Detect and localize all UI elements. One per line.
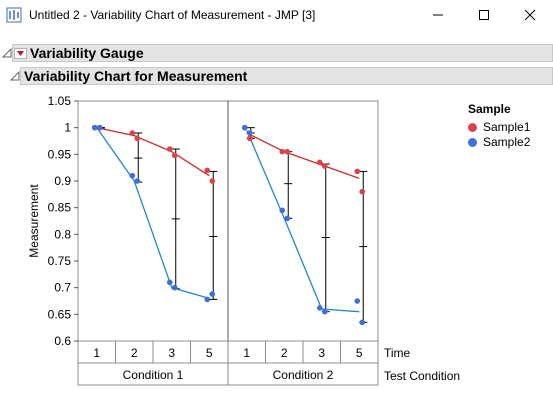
data-point-sample2 xyxy=(204,296,211,303)
y-tick-label: 0.8 xyxy=(54,227,71,241)
outline-title[interactable]: Variability Gauge xyxy=(30,45,144,61)
data-point-sample1 xyxy=(129,130,136,136)
legend-marker xyxy=(468,138,477,148)
data-point-sample2 xyxy=(246,130,253,136)
series-line-sample2 xyxy=(246,130,360,313)
data-point-sample2 xyxy=(166,279,173,286)
maximize-icon xyxy=(479,10,489,20)
close-button[interactable] xyxy=(507,0,553,30)
outline-header: Variability Chart for Measurement xyxy=(20,67,553,85)
data-point-sample1 xyxy=(354,168,361,175)
data-point-sample2 xyxy=(91,124,98,131)
disclosure-triangle-icon[interactable] xyxy=(2,48,12,58)
data-point-sample2 xyxy=(96,124,103,131)
series-line-sample1 xyxy=(96,127,210,177)
data-point-sample2 xyxy=(209,291,216,297)
y-tick-label: 0.95 xyxy=(48,147,72,161)
x-tick-label: 3 xyxy=(318,346,325,360)
x-tick-label: 3 xyxy=(168,346,175,360)
data-point-sample1 xyxy=(321,163,328,169)
data-point-sample2 xyxy=(316,305,323,311)
data-point-sample2 xyxy=(354,298,361,304)
disclosure-triangle-icon[interactable] xyxy=(10,71,20,81)
legend-label: Sample2 xyxy=(483,135,531,149)
x-tick-label: 2 xyxy=(281,346,288,360)
data-point-sample2 xyxy=(129,172,136,179)
y-tick-label: 0.75 xyxy=(48,254,72,268)
y-tick-label: 1.05 xyxy=(48,94,72,108)
data-point-sample2 xyxy=(134,178,141,184)
series-line-sample1 xyxy=(246,132,360,179)
minimize-button[interactable] xyxy=(415,0,461,30)
series-line-sample2 xyxy=(96,127,210,299)
window-title: Untitled 2 - Variability Chart of Measur… xyxy=(29,8,316,22)
legend-label: Sample1 xyxy=(483,120,531,134)
data-point-sample2 xyxy=(284,215,291,222)
chart-outline-title[interactable]: Variability Chart for Measurement xyxy=(24,68,248,84)
data-point-sample1 xyxy=(171,152,178,159)
y-tick-label: 0.6 xyxy=(54,334,71,348)
outline-header: Variability Gauge xyxy=(12,44,553,62)
data-point-sample1 xyxy=(316,159,323,166)
x-tick-label: 1 xyxy=(93,346,100,360)
data-point-sample1 xyxy=(204,167,211,174)
data-point-sample1 xyxy=(359,188,366,195)
window-titlebar: Untitled 2 - Variability Chart of Measur… xyxy=(0,0,553,30)
jmp-icon xyxy=(6,7,22,23)
data-point-sample1 xyxy=(134,135,141,142)
minimize-icon xyxy=(433,14,443,16)
data-point-sample1 xyxy=(284,148,291,155)
x-tick-label: 1 xyxy=(243,346,250,360)
x-group-label: Condition 2 xyxy=(273,368,334,382)
legend-item-sample2: Sample2 xyxy=(468,135,530,149)
x-axis-label-time: Time xyxy=(384,346,411,360)
y-tick-label: 0.7 xyxy=(54,281,71,295)
close-icon xyxy=(524,9,536,21)
red-triangle-icon xyxy=(17,51,24,56)
data-point-sample2 xyxy=(321,308,328,315)
x-tick-label: 2 xyxy=(131,346,138,360)
y-tick-label: 0.9 xyxy=(54,174,71,188)
data-point-sample1 xyxy=(246,135,253,142)
legend-item-sample1: Sample1 xyxy=(468,120,530,134)
x-tick-label: 5 xyxy=(206,346,213,360)
data-point-sample1 xyxy=(279,148,286,155)
data-point-sample2 xyxy=(241,124,248,131)
y-tick-label: 0.85 xyxy=(48,201,72,215)
x-tick-label: 5 xyxy=(356,346,363,360)
legend-title: Sample xyxy=(468,102,511,116)
maximize-button[interactable] xyxy=(461,0,507,30)
y-axis-label: Measurement xyxy=(27,184,41,258)
variability-gauge-outline: Variability Gauge xyxy=(0,44,553,62)
legend-marker xyxy=(468,123,477,133)
data-point-sample2 xyxy=(359,319,366,326)
data-point-sample2 xyxy=(171,284,178,291)
variability-chart-outline: Variability Chart for Measurement xyxy=(0,67,553,85)
x-axis-label-test-condition: Test Condition xyxy=(384,369,460,383)
data-point-sample1 xyxy=(166,146,173,152)
y-tick-label: 0.65 xyxy=(48,307,72,321)
y-tick-label: 1 xyxy=(64,121,71,135)
data-point-sample2 xyxy=(279,207,286,214)
x-group-label: Condition 1 xyxy=(123,368,184,382)
red-triangle-menu-button[interactable] xyxy=(14,48,27,59)
data-point-sample1 xyxy=(209,178,216,184)
